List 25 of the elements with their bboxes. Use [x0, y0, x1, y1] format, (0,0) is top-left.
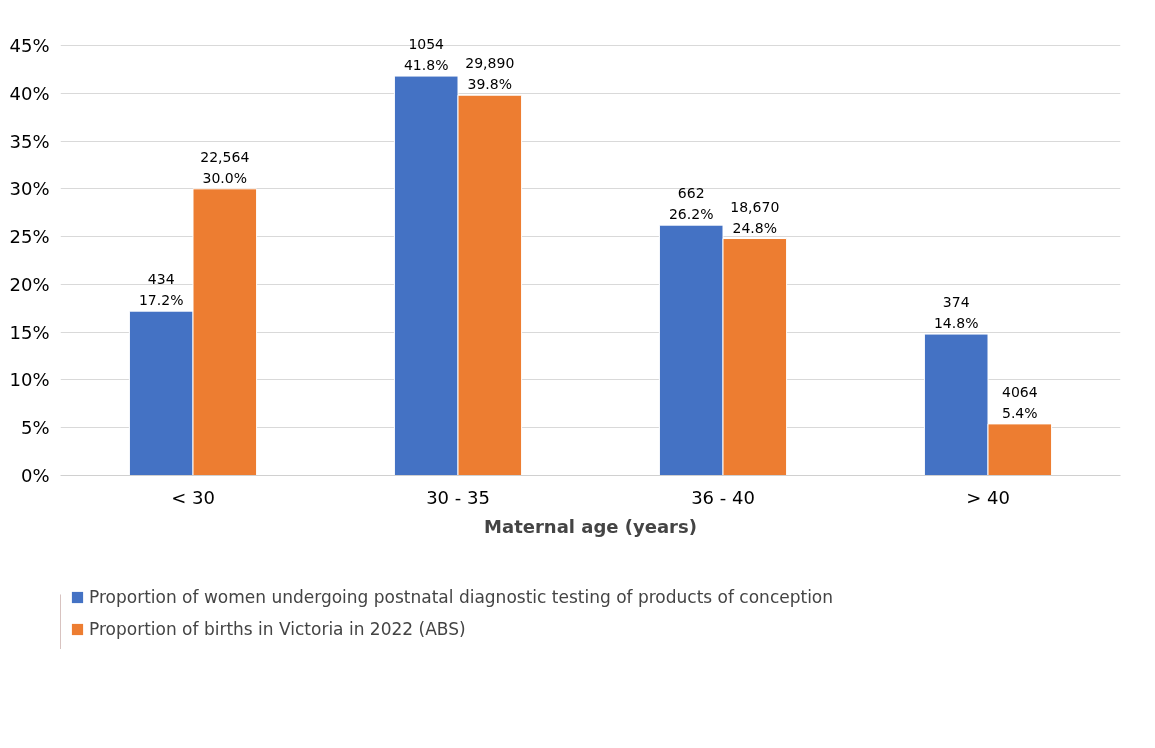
y-tick-label: 20% [9, 273, 50, 295]
y-tick-label: 35% [9, 130, 50, 152]
data-label: 1054 41.8% [403, 36, 449, 74]
x-axis-title: Maternal age (years) [484, 515, 697, 537]
y-tick-label: 40% [9, 82, 50, 104]
x-tick-label: 30 - 35 [426, 486, 490, 508]
y-tick-label: 0% [20, 465, 50, 486]
data-label: 662 26.2% [668, 185, 714, 223]
legend-label: Proportion of births in Victoria in 2022 (ABS) [89, 619, 466, 639]
x-tick-label: > 40 [966, 486, 1010, 508]
y-tick-label: 15% [9, 321, 50, 343]
y-tick-label: 10% [9, 369, 50, 391]
data-label: 22,564 30.0% [200, 149, 250, 186]
y-tick-label: 45% [9, 35, 50, 56]
data-label: 4064 5.4% [1001, 384, 1038, 421]
data-label: 29,890 39.8% [465, 55, 515, 93]
x-tick-label: < 30 [171, 486, 215, 508]
data-label: 374 14.8% [933, 294, 979, 332]
y-tick-label: 30% [9, 178, 50, 200]
data-label: 18,670 24.8% [730, 198, 780, 236]
legend-label: Proportion of women undergoing postnatal diagnostic testing of products of conception [89, 587, 834, 607]
x-tick-label: 36 - 40 [691, 486, 755, 508]
data-label: 434 17.2% [138, 271, 184, 309]
y-tick-label: 5% [20, 417, 50, 439]
y-tick-label: 25% [9, 226, 50, 248]
